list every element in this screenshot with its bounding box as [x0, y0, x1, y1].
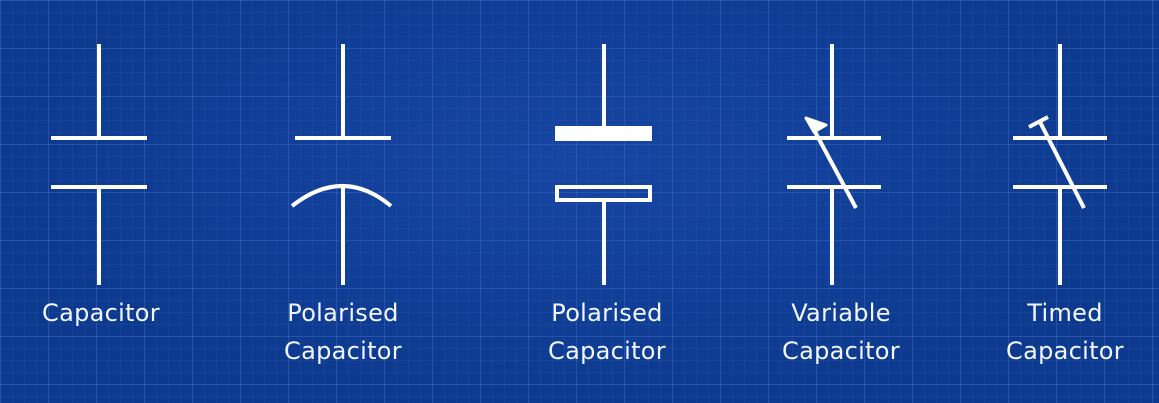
capacitor-symbol: [51, 44, 147, 285]
label-line: Polarised: [551, 299, 663, 327]
arrow-shaft: [811, 127, 858, 209]
label-polarised-capacitor-curved: Polarised Capacitor: [243, 294, 443, 370]
label-capacitor: Capacitor: [1, 294, 201, 332]
label-polarised-capacitor-box: Polarised Capacitor: [507, 294, 707, 370]
label-line: Capacitor: [1006, 337, 1124, 365]
polarised-capacitor-box-symbol: [555, 44, 652, 285]
label-line: Capacitor: [548, 337, 666, 365]
label-timed-capacitor: Timed Capacitor: [965, 294, 1159, 370]
label-line: Variable: [791, 299, 891, 327]
label-variable-capacitor: Variable Capacitor: [741, 294, 941, 370]
label-line: Capacitor: [782, 337, 900, 365]
filled-plate: [555, 126, 652, 141]
variable-capacitor-symbol: [787, 44, 881, 285]
label-line: Timed: [1027, 299, 1103, 327]
polarised-capacitor-curved-symbol: [290, 44, 393, 285]
label-line: Polarised: [287, 299, 399, 327]
arrow-head: [804, 116, 828, 134]
hollow-plate: [555, 185, 652, 202]
label-line: Capacitor: [42, 299, 160, 327]
label-line: Capacitor: [284, 337, 402, 365]
trim-shaft: [1038, 121, 1086, 209]
trim-bar: [1028, 115, 1049, 129]
timed-capacitor-symbol: [1013, 44, 1107, 285]
